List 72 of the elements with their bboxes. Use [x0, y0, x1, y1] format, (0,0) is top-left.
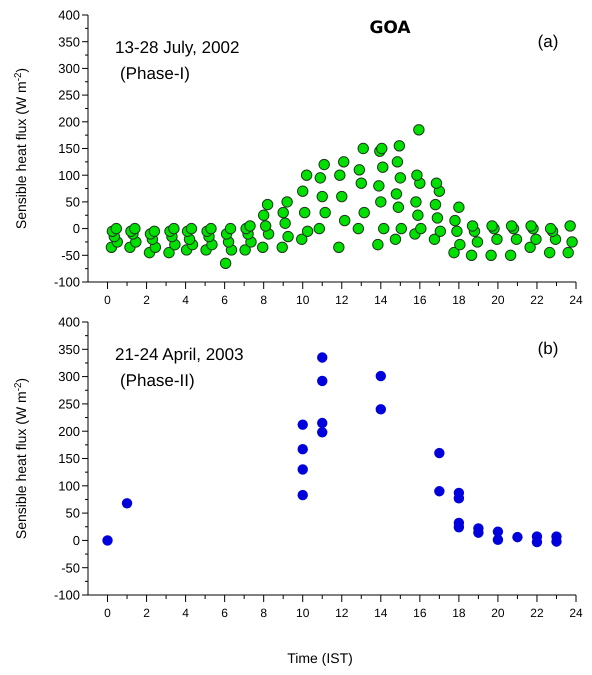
x-tick-label: 20 [491, 606, 505, 620]
x-tick-label: 8 [260, 293, 268, 307]
y-tick-label: 300 [58, 369, 80, 384]
x-tick-label: 6 [221, 293, 228, 307]
point [122, 498, 132, 508]
point [317, 376, 328, 386]
x-tick-label: 20 [491, 293, 505, 307]
y-tick-label: 100 [58, 168, 80, 183]
point [298, 419, 308, 430]
x-axis-title: Time (IST) [287, 650, 353, 666]
point [317, 352, 328, 363]
x-tick-label: 4 [182, 293, 190, 307]
y-tick-label: 300 [58, 60, 80, 76]
y-tick-label: 100 [58, 478, 80, 494]
x-tick-label: 16 [413, 606, 427, 620]
annotation: (b) [538, 339, 558, 358]
point [434, 486, 445, 496]
x-tick-label: 12 [335, 293, 349, 307]
y-tick-label: -50 [61, 248, 80, 263]
point [317, 418, 328, 428]
x-tick-label: 24 [569, 606, 583, 620]
y-tick-label: 0 [72, 221, 80, 236]
point [102, 535, 113, 546]
point [434, 448, 445, 458]
y-tick-label: 200 [58, 114, 80, 130]
point [376, 370, 386, 382]
annotation: (a) [538, 32, 558, 51]
y-tick-label: -100 [54, 274, 80, 290]
x-tick-label: 22 [530, 606, 544, 620]
y-tick-label: -50 [61, 560, 80, 576]
x-tick-label: 18 [452, 606, 466, 620]
x-tick-label: 10 [296, 293, 310, 307]
y-tick-label: 200 [58, 424, 80, 439]
point [512, 532, 523, 542]
y-tick-label: 0 [72, 532, 80, 548]
y-tick-label: 50 [66, 506, 80, 521]
x-tick-label: 10 [296, 606, 310, 620]
y-tick-label: 50 [66, 194, 80, 210]
x-tick-label: 8 [260, 606, 268, 620]
x-tick-label: 2 [143, 606, 150, 620]
x-tick-label: 14 [374, 606, 388, 620]
x-tick-label: 0 [104, 293, 112, 307]
x-tick-label: 0 [104, 606, 112, 620]
y-tick-label: 350 [58, 34, 80, 50]
annotation: 13-28 July, 2002 [115, 38, 240, 57]
point [298, 490, 308, 500]
annotation: (Phase-I) [120, 64, 190, 83]
x-tick-label: 6 [221, 606, 228, 620]
chart-title: GOA [369, 18, 412, 38]
annotation: (Phase-II) [120, 371, 195, 390]
y-tick-label: -100 [54, 588, 80, 603]
annotation: 21-24 April, 2003 [115, 345, 244, 364]
x-tick-label: 4 [182, 606, 190, 620]
x-tick-label: 18 [452, 293, 466, 307]
point [298, 444, 308, 454]
y-tick-label: 150 [58, 451, 80, 466]
x-tick-label: 16 [413, 293, 427, 307]
point [317, 427, 328, 438]
point [492, 534, 504, 546]
x-tick-label: 2 [143, 293, 150, 307]
x-tick-label: 24 [569, 293, 583, 307]
y-tick-label: 250 [58, 88, 80, 103]
y-tick-label: 350 [58, 342, 80, 357]
y-tick-label: 400 [58, 314, 80, 330]
x-tick-label: 22 [530, 293, 544, 307]
point [376, 404, 386, 415]
y-tick-label: 250 [58, 396, 80, 412]
y-tick-label: 400 [58, 8, 80, 23]
y-tick-label: 150 [58, 141, 80, 156]
x-tick-label: 14 [374, 293, 388, 307]
point [298, 464, 308, 475]
x-tick-label: 12 [335, 606, 349, 620]
